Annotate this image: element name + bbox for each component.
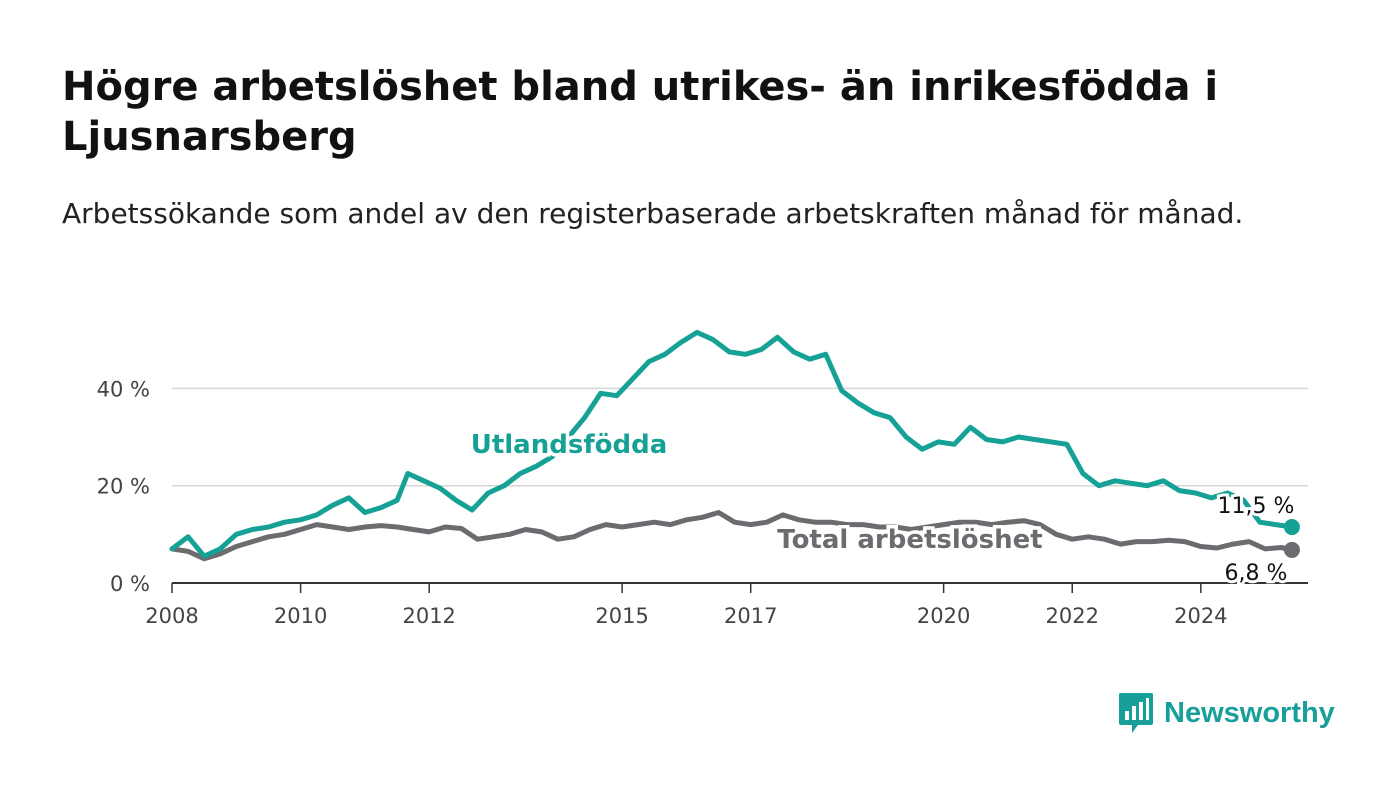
chart-title: Högre arbetslöshet bland utrikes- än inr… bbox=[62, 64, 1219, 160]
x-tick-label-3: 2015 bbox=[595, 604, 648, 628]
x-tick-label-1: 2010 bbox=[274, 604, 327, 628]
x-tick-label-2: 2012 bbox=[402, 604, 455, 628]
x-tick-label-5: 2020 bbox=[917, 604, 970, 628]
y-tick-label-0: 0 % bbox=[110, 572, 150, 596]
series-end-value-1: 6,8 % bbox=[1225, 561, 1288, 586]
x-tick-label-7: 2024 bbox=[1174, 604, 1227, 628]
series-name-label-0: Utlandsfödda bbox=[471, 430, 668, 460]
brand-name: Newsworthy bbox=[1164, 696, 1335, 729]
series-end-value-0: 11,5 % bbox=[1218, 494, 1295, 519]
series-line-0 bbox=[169, 329, 1295, 559]
x-tick-label-4: 2017 bbox=[724, 604, 777, 628]
y-tick-label-2: 40 % bbox=[97, 377, 150, 401]
series-end-dot-1 bbox=[1283, 541, 1300, 558]
newsworthy-logo[interactable]: Newsworthy bbox=[1118, 690, 1335, 736]
series-end-dot-0 bbox=[1283, 519, 1300, 536]
series-name-label-1: Total arbetslöshet bbox=[777, 525, 1042, 555]
chart-subtitle: Arbetssökande som andel av den registerb… bbox=[62, 197, 1244, 230]
series-line-1 bbox=[169, 510, 1295, 562]
x-tick-label-0: 2008 bbox=[145, 604, 198, 628]
x-tick-label-6: 2022 bbox=[1045, 604, 1098, 628]
y-tick-label-1: 20 % bbox=[97, 475, 150, 499]
newsworthy-bar-chart-icon bbox=[1119, 693, 1153, 733]
